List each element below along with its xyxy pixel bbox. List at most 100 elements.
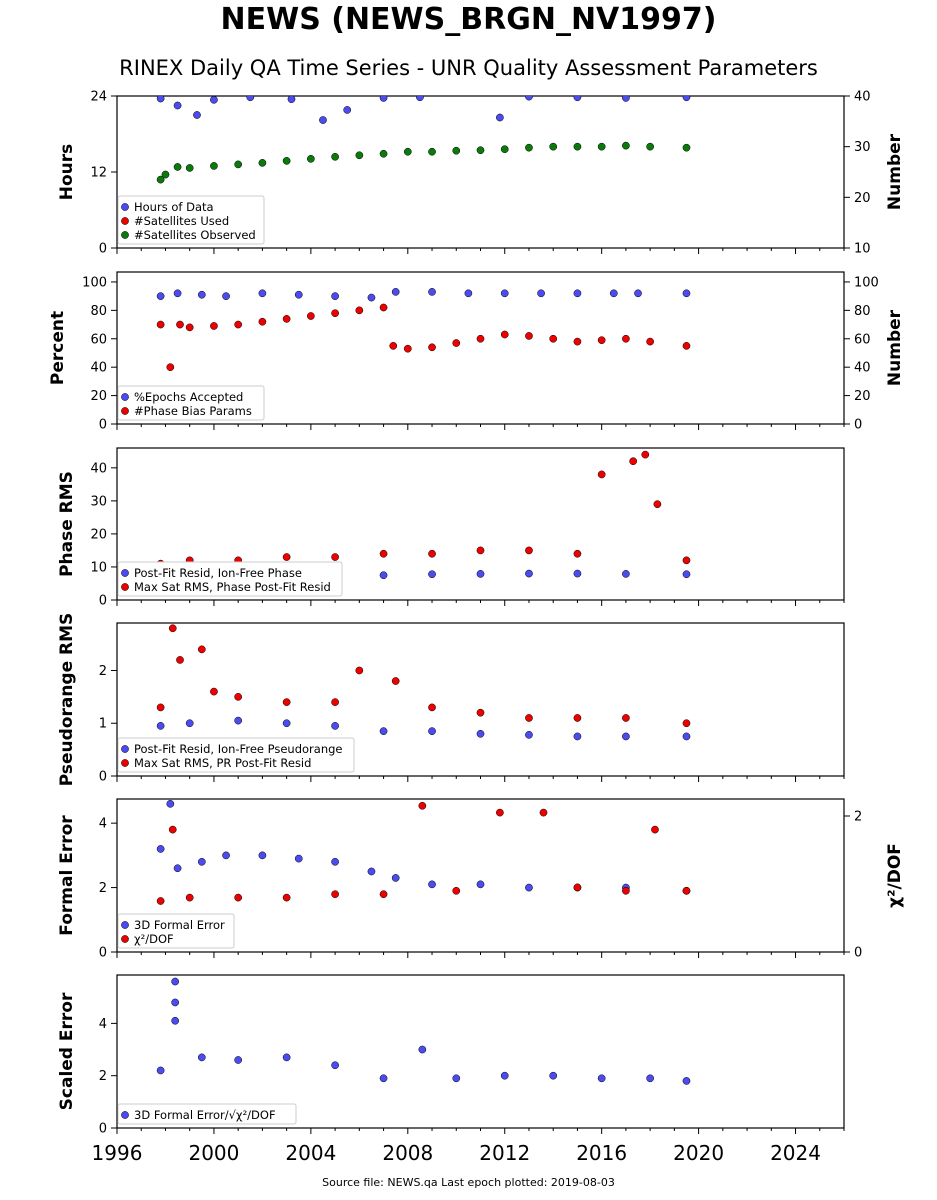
x-tick-label: 2012 — [479, 1141, 530, 1165]
data-point — [185, 719, 194, 728]
x-tick-label: 2004 — [285, 1141, 336, 1165]
data-point — [156, 722, 165, 730]
data-point — [428, 727, 436, 736]
data-point — [367, 293, 376, 302]
y-axis-label: Hours — [57, 144, 77, 201]
y-tick-label: 20 — [90, 389, 107, 404]
legend-box — [117, 385, 265, 421]
data-point — [597, 1074, 606, 1083]
y-tick-label: 2 — [99, 881, 107, 896]
legend-marker — [121, 231, 129, 239]
y-axis-label: Scaled Error — [57, 992, 77, 1110]
data-point — [171, 1016, 180, 1025]
x-tick-label: 2020 — [673, 1141, 724, 1165]
data-point — [525, 546, 533, 555]
y2-tick-label: 40 — [854, 90, 871, 105]
data-point — [573, 289, 582, 298]
data-point — [258, 317, 267, 326]
data-point — [367, 867, 376, 876]
y2-tick-label: 60 — [854, 332, 871, 347]
data-point — [234, 1056, 243, 1064]
plot-frame — [116, 798, 845, 953]
data-point — [682, 342, 691, 350]
y-tick-label: 0 — [99, 594, 107, 609]
data-point — [428, 147, 436, 156]
y-tick-label: 10 — [90, 560, 107, 575]
legend-label: 3D Formal Error/√χ²/DOF — [134, 1108, 276, 1122]
data-point — [197, 857, 206, 866]
data-point — [418, 801, 427, 810]
data-point — [185, 323, 194, 332]
data-point — [622, 570, 630, 578]
data-point — [319, 116, 327, 124]
legend-box — [117, 737, 355, 773]
data-point — [549, 1071, 558, 1080]
legend-label: Hours of Data — [134, 200, 214, 214]
data-point — [210, 162, 218, 170]
data-point — [331, 1061, 339, 1070]
y-tick-label: 1 — [99, 717, 107, 732]
data-point — [391, 874, 400, 882]
data-point — [573, 883, 582, 892]
data-point — [682, 732, 691, 741]
y-tick-label: 40 — [90, 461, 107, 476]
data-point — [379, 571, 388, 580]
y2-axis-label: Number — [885, 309, 905, 386]
source-footer: Source file: NEWS.qa Last epoch plotted:… — [322, 1176, 615, 1189]
data-point — [476, 880, 485, 889]
data-point — [682, 96, 691, 102]
legend-label: %Epochs Accepted — [134, 390, 243, 404]
data-point — [682, 886, 691, 895]
data-point — [197, 290, 206, 299]
y2-tick-label: 30 — [854, 140, 871, 155]
data-point — [161, 170, 170, 179]
data-point — [234, 716, 243, 725]
legend-marker — [121, 203, 129, 211]
data-point — [234, 893, 243, 902]
y-tick-label: 100 — [82, 275, 107, 290]
data-point — [168, 825, 177, 834]
data-point — [331, 553, 339, 561]
data-layer — [156, 977, 691, 1085]
data-point — [389, 342, 398, 350]
data-point — [537, 289, 545, 298]
y-tick-label: 2 — [99, 1069, 107, 1084]
x-tick-label: 1996 — [92, 1141, 143, 1165]
y2-tick-label: 40 — [854, 361, 871, 376]
y-axis-label: Formal Error — [57, 815, 77, 936]
data-point — [193, 111, 201, 119]
data-point — [500, 289, 509, 298]
x-tick-label: 2024 — [770, 1141, 821, 1165]
data-point — [171, 998, 180, 1007]
legend-box — [117, 1103, 297, 1125]
data-point — [597, 336, 606, 345]
legend-marker — [121, 935, 129, 943]
data-point — [331, 292, 339, 300]
data-point — [258, 289, 267, 298]
data-point — [282, 553, 291, 561]
data-point — [210, 322, 218, 330]
legend-label: #Satellites Used — [134, 214, 229, 228]
legend-marker — [121, 759, 129, 767]
legend-marker — [121, 921, 129, 929]
y-tick-label: 4 — [99, 1017, 107, 1032]
data-point — [646, 142, 654, 151]
data-point — [379, 727, 388, 736]
legend-marker — [121, 583, 129, 591]
data-point — [171, 977, 180, 986]
data-point — [476, 570, 485, 578]
data-point — [476, 708, 485, 717]
data-point — [287, 96, 296, 104]
y2-tick-label: 20 — [854, 191, 871, 206]
plot-frame — [116, 271, 845, 425]
data-point — [682, 289, 691, 298]
data-point — [525, 96, 533, 101]
y2-tick-label: 10 — [854, 242, 871, 257]
y-axis-label: Pseudorange RMS — [57, 613, 77, 787]
data-point — [682, 1077, 691, 1085]
data-point — [173, 289, 182, 298]
data-point — [197, 645, 206, 654]
y2-tick-label: 20 — [854, 389, 871, 404]
data-point — [156, 175, 165, 184]
y2-axis-label: χ²/DOF — [885, 843, 905, 908]
